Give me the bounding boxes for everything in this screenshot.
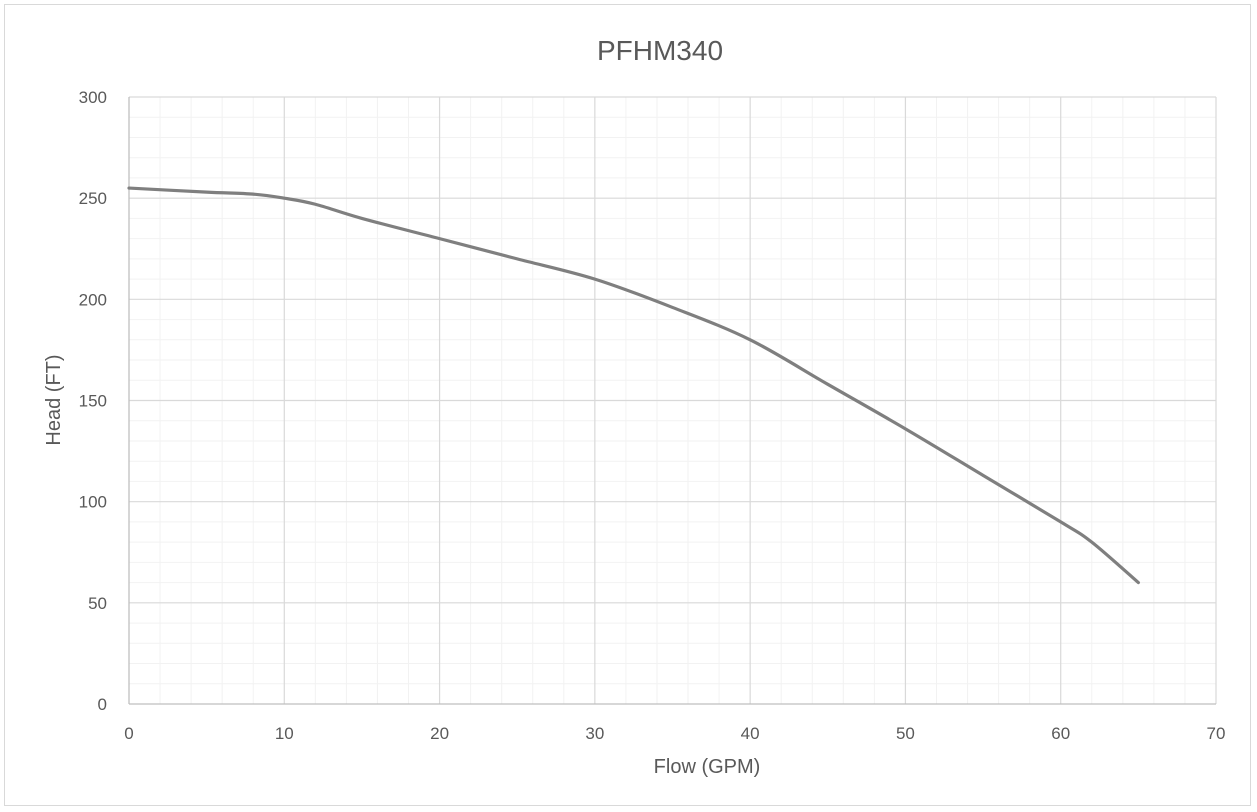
x-tick-label: 0 bbox=[124, 724, 133, 743]
x-tick-label: 50 bbox=[896, 724, 915, 743]
series-line bbox=[127, 186, 1140, 585]
y-tick-label: 250 bbox=[79, 189, 107, 208]
x-axis-title: Flow (GPM) bbox=[654, 756, 761, 778]
y-tick-label: 50 bbox=[88, 594, 107, 613]
y-tick-label: 0 bbox=[98, 695, 107, 714]
axes bbox=[128, 97, 1216, 705]
major-grid bbox=[129, 96, 1217, 704]
x-tick-label: 40 bbox=[741, 724, 760, 743]
series-layer bbox=[127, 186, 1140, 585]
chart-title: PFHM340 bbox=[597, 35, 723, 66]
x-tick-label: 20 bbox=[430, 724, 449, 743]
x-tick-label: 30 bbox=[585, 724, 604, 743]
x-tick-label: 70 bbox=[1207, 724, 1226, 743]
y-tick-label: 100 bbox=[79, 493, 107, 512]
y-tick-label: 150 bbox=[79, 392, 107, 411]
x-tick-label: 60 bbox=[1051, 724, 1070, 743]
y-axis-title: Head (FT) bbox=[43, 354, 65, 445]
y-tick-label: 200 bbox=[79, 290, 107, 309]
x-tick-labels: 0 10 20 30 40 50 60 70 bbox=[124, 724, 1225, 743]
y-tick-labels: 0 50 100 150 200 250 300 bbox=[79, 88, 107, 714]
y-tick-label: 300 bbox=[79, 88, 107, 107]
x-tick-label: 10 bbox=[275, 724, 294, 743]
